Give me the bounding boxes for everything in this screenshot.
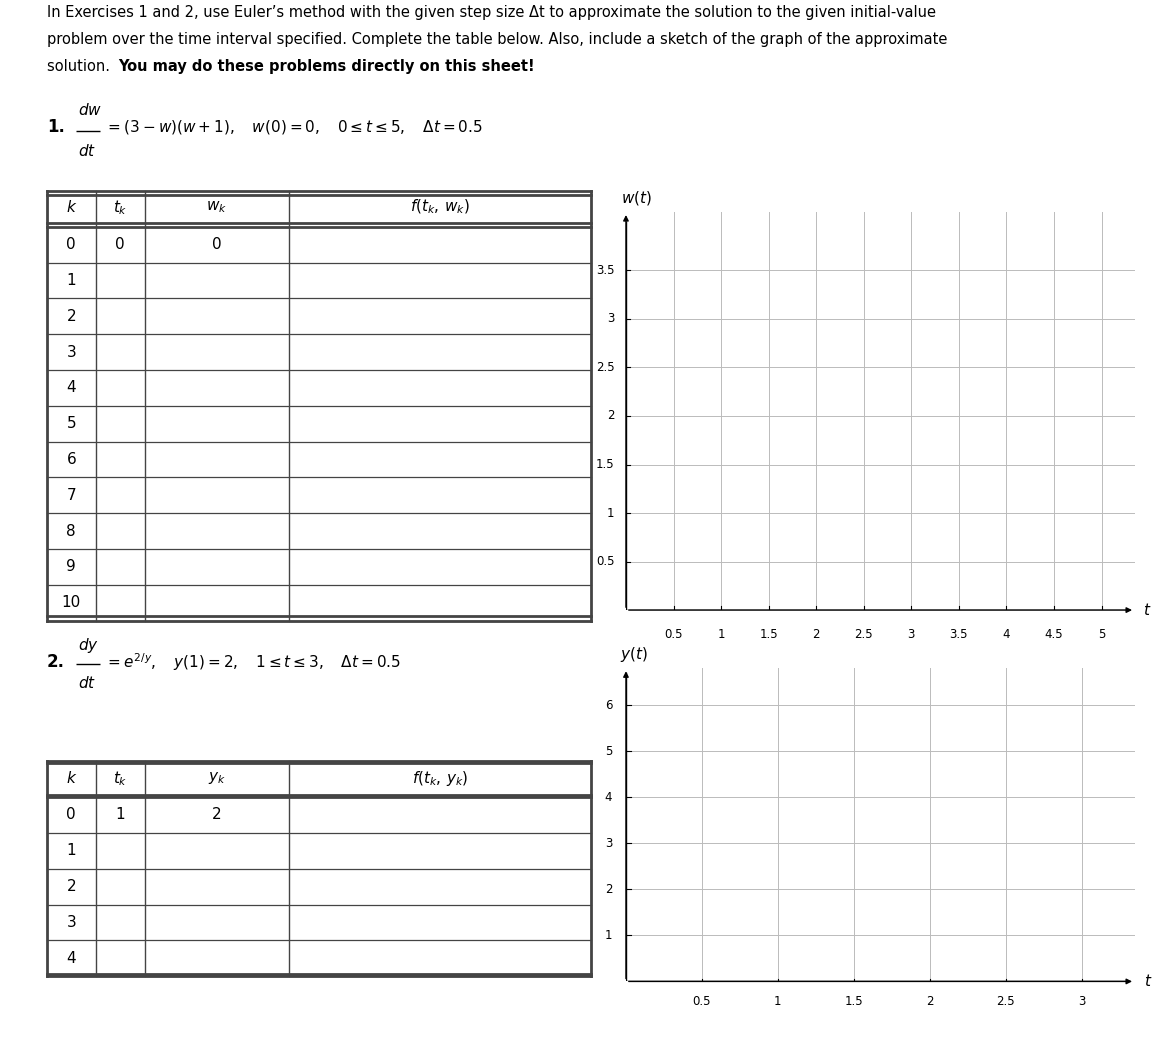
Text: 2.: 2. <box>47 654 64 672</box>
Text: 5: 5 <box>1097 627 1106 641</box>
Text: 0: 0 <box>212 238 221 253</box>
Text: 3: 3 <box>67 345 76 360</box>
Text: 9: 9 <box>67 559 76 574</box>
Text: $t$: $t$ <box>1144 973 1152 990</box>
Text: 2: 2 <box>925 995 934 1008</box>
Text: 1: 1 <box>607 506 614 520</box>
Text: 0.5: 0.5 <box>693 995 711 1008</box>
Text: 1: 1 <box>67 273 76 288</box>
Text: 4: 4 <box>605 790 612 804</box>
Text: $dt$: $dt$ <box>77 675 96 691</box>
Text: 4: 4 <box>67 951 76 966</box>
Text: $t$: $t$ <box>1143 602 1151 619</box>
Text: $k$: $k$ <box>66 770 77 786</box>
Text: $f(t_k,\, y_k)$: $f(t_k,\, y_k)$ <box>412 769 468 788</box>
Text: $t_k$: $t_k$ <box>113 197 128 216</box>
Text: 3: 3 <box>67 915 76 929</box>
Text: 3.5: 3.5 <box>596 264 614 277</box>
Text: $k$: $k$ <box>66 199 77 215</box>
Text: 1: 1 <box>775 995 782 1008</box>
Text: solution.: solution. <box>47 58 115 74</box>
Text: $dy$: $dy$ <box>77 636 98 655</box>
Text: $= (3 - w)(w + 1), \quad w(0) = 0, \quad 0 \leq t \leq 5, \quad \Delta t = 0.5$: $= (3 - w)(w + 1), \quad w(0) = 0, \quad… <box>105 119 482 136</box>
Text: $dt$: $dt$ <box>77 143 96 159</box>
Text: problem over the time interval specified. Complete the table below. Also, includ: problem over the time interval specified… <box>47 32 948 47</box>
Text: 4.5: 4.5 <box>1045 627 1064 641</box>
Text: 0.5: 0.5 <box>665 627 683 641</box>
Text: 6: 6 <box>605 699 612 712</box>
Text: 1: 1 <box>67 843 76 858</box>
Text: 3: 3 <box>908 627 915 641</box>
Text: 4: 4 <box>1003 627 1010 641</box>
Text: 1.: 1. <box>47 119 64 136</box>
Text: 1.5: 1.5 <box>596 458 614 471</box>
Text: 2: 2 <box>212 807 221 822</box>
Text: 0.5: 0.5 <box>596 555 614 568</box>
Text: 0: 0 <box>116 238 125 253</box>
Text: 2: 2 <box>67 880 76 894</box>
Text: 7: 7 <box>67 488 76 503</box>
Text: 4: 4 <box>67 381 76 396</box>
Text: $w_k$: $w_k$ <box>206 199 227 215</box>
Text: 1.5: 1.5 <box>759 627 778 641</box>
Text: 3: 3 <box>605 837 612 850</box>
Text: 1: 1 <box>116 807 125 822</box>
Text: 2.5: 2.5 <box>596 361 614 373</box>
Text: 2: 2 <box>605 883 612 895</box>
Text: $w(t)$: $w(t)$ <box>621 189 652 207</box>
Text: 10: 10 <box>62 595 81 610</box>
Text: 3.5: 3.5 <box>950 627 968 641</box>
Text: You may do these problems directly on this sheet!: You may do these problems directly on th… <box>118 58 535 74</box>
Text: 2: 2 <box>607 410 614 422</box>
Text: 5: 5 <box>67 416 76 431</box>
Text: 2: 2 <box>812 627 820 641</box>
Text: 3: 3 <box>1078 995 1086 1008</box>
Text: $y_k$: $y_k$ <box>208 770 226 786</box>
Text: $t_k$: $t_k$ <box>113 769 128 787</box>
Text: $dw$: $dw$ <box>77 102 102 118</box>
Text: 8: 8 <box>67 524 76 539</box>
Text: $f(t_k,\, w_k)$: $f(t_k,\, w_k)$ <box>410 198 470 216</box>
Text: $y(t)$: $y(t)$ <box>620 645 648 664</box>
Text: 1: 1 <box>717 627 725 641</box>
Text: 2.5: 2.5 <box>854 627 873 641</box>
Text: 0: 0 <box>67 238 76 253</box>
Text: 6: 6 <box>67 452 76 467</box>
Text: $= e^{2/y}, \quad y(1) = 2, \quad 1 \leq t \leq 3, \quad \Delta t = 0.5$: $= e^{2/y}, \quad y(1) = 2, \quad 1 \leq… <box>105 651 400 673</box>
Text: 3: 3 <box>607 312 614 326</box>
Text: 1.5: 1.5 <box>845 995 863 1008</box>
Text: In Exercises 1 and 2, use Euler’s method with the given step size Δt to approxim: In Exercises 1 and 2, use Euler’s method… <box>47 5 936 20</box>
Text: 2.5: 2.5 <box>997 995 1016 1008</box>
Text: 1: 1 <box>605 928 612 942</box>
Text: 2: 2 <box>67 309 76 324</box>
Text: 5: 5 <box>605 745 612 758</box>
Text: 0: 0 <box>67 807 76 822</box>
